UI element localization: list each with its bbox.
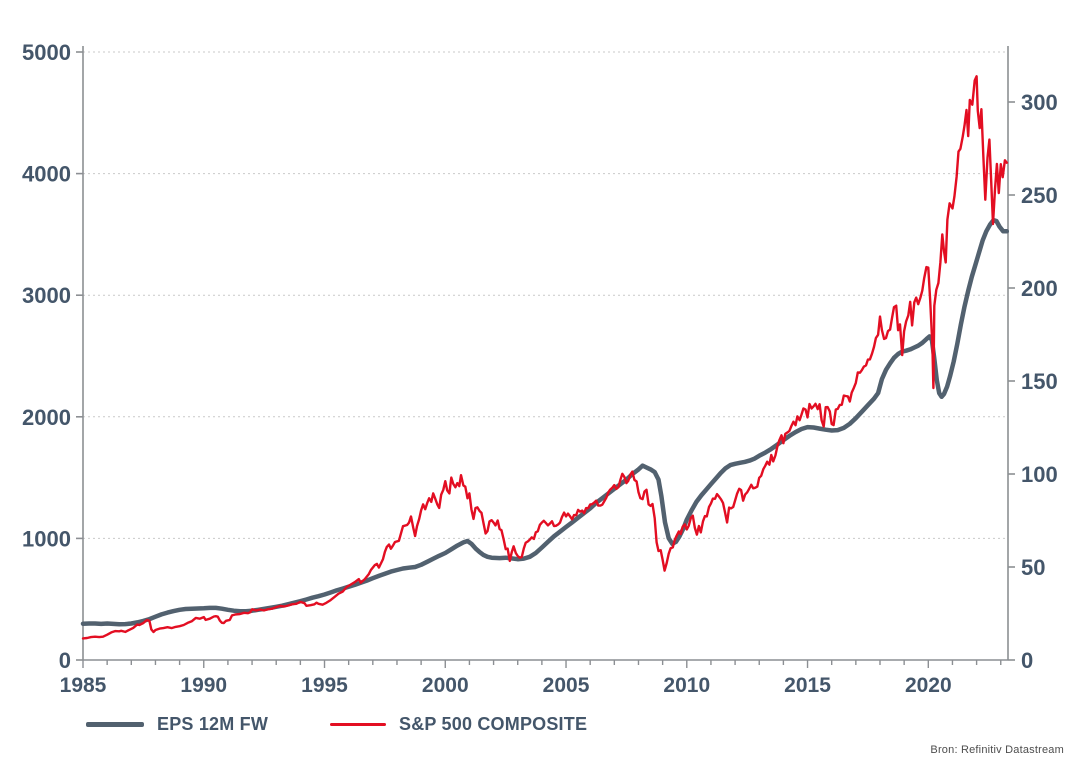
x-axis-tick-label: 1990 <box>180 674 227 697</box>
left-axis-tick-label: 5000 <box>22 40 71 65</box>
right-axis-tick-label: 250 <box>1021 183 1058 208</box>
left-axis-tick-label: 4000 <box>22 162 71 187</box>
sp500-line-swatch <box>330 723 387 726</box>
legend-label-sp500: S&P 500 COMPOSITE <box>399 714 588 734</box>
x-axis-tick-label: 2000 <box>422 674 469 697</box>
legend-item-eps: EPS 12M FW <box>86 714 268 735</box>
eps-line-swatch <box>86 722 144 727</box>
eps-line <box>80 217 1010 627</box>
legend-item-sp500: S&P 500 COMPOSITE <box>330 714 587 735</box>
right-axis-tick-label: 300 <box>1021 90 1058 115</box>
right-axis-tick-label: 100 <box>1021 462 1058 487</box>
x-axis-tick-label: 2020 <box>905 674 952 697</box>
x-axis-tick-label: 2015 <box>784 674 831 697</box>
left-axis-tick-label: 0 <box>59 648 71 673</box>
legend-label-eps: EPS 12M FW <box>157 714 269 734</box>
source-note: Bron: Refinitiv Datastream <box>930 744 1064 756</box>
left-axis-tick-label: 1000 <box>22 526 71 551</box>
right-axis-tick-label: 150 <box>1021 369 1058 394</box>
chart-legend: EPS 12M FW S&P 500 COMPOSITE <box>86 714 587 735</box>
right-axis-tick-label: 200 <box>1021 276 1058 301</box>
x-axis-tick-label: 2010 <box>663 674 710 697</box>
right-axis-tick-label: 50 <box>1021 555 1045 580</box>
right-axis-tick-label: 0 <box>1021 648 1033 673</box>
x-axis-tick-label: 1995 <box>301 674 348 697</box>
x-axis-tick-label: 1985 <box>60 674 107 697</box>
left-axis-tick-label: 3000 <box>22 283 71 308</box>
left-axis-tick-label: 2000 <box>22 405 71 430</box>
x-axis-tick-label: 2005 <box>543 674 590 697</box>
sp500-line <box>81 75 1008 640</box>
